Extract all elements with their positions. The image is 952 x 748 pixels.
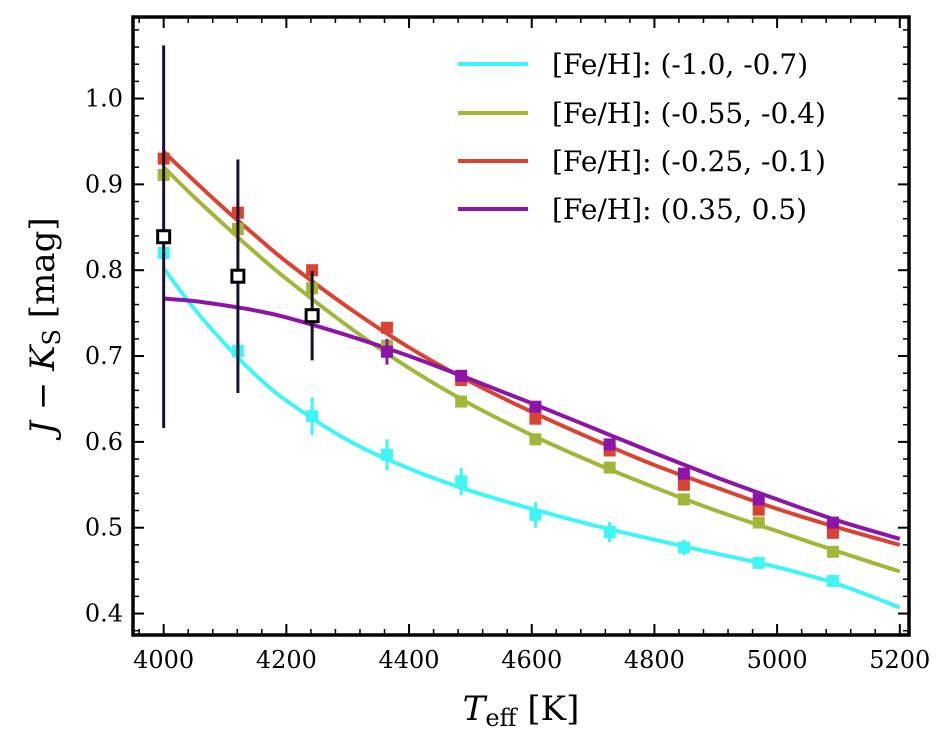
data-point-series-1 bbox=[455, 475, 468, 488]
y-axis-label: J − KS [mag] bbox=[23, 217, 66, 440]
x-tick-label: 5000 bbox=[747, 646, 808, 674]
data-point-series-2 bbox=[529, 433, 542, 446]
y-tick-label: 0.8 bbox=[85, 256, 123, 284]
data-point-observed bbox=[304, 308, 320, 324]
data-point-series-3 bbox=[826, 526, 839, 539]
y-tick-label: 0.5 bbox=[85, 514, 123, 542]
data-point-series-1 bbox=[380, 448, 393, 461]
data-point-series-1 bbox=[752, 556, 765, 569]
data-point-series-4 bbox=[752, 493, 765, 506]
data-point-series-2 bbox=[603, 461, 616, 474]
data-point-series-4 bbox=[603, 438, 616, 451]
y-tick-label: 0.6 bbox=[85, 428, 123, 456]
y-tick-label: 1.0 bbox=[85, 85, 123, 113]
x-tick-label: 4400 bbox=[379, 646, 440, 674]
x-tick-label: 4600 bbox=[501, 646, 562, 674]
data-point-series-4 bbox=[380, 345, 393, 358]
x-tick-label: 4800 bbox=[624, 646, 685, 674]
data-point-series-4 bbox=[826, 516, 839, 529]
legend: [Fe/H]: (-1.0, -0.7) [Fe/H]: (-0.55, -0.… bbox=[458, 48, 826, 226]
data-point-observed bbox=[156, 229, 172, 245]
y-tick-label: 0.9 bbox=[85, 170, 123, 198]
data-point-series-4 bbox=[455, 369, 468, 382]
data-point-series-3 bbox=[306, 264, 319, 277]
data-point-series-1 bbox=[677, 541, 690, 554]
plot-frame bbox=[131, 15, 911, 637]
data-point-series-3 bbox=[677, 478, 690, 491]
data-point-series-1 bbox=[826, 574, 839, 587]
data-point-series-2 bbox=[677, 493, 690, 506]
data-point-series-2 bbox=[826, 545, 839, 558]
data-point-series-4 bbox=[677, 467, 690, 480]
data-point-observed bbox=[230, 268, 246, 284]
data-point-series-3 bbox=[752, 503, 765, 516]
ticks-layer: 4000 4200 4400 4600 4800 5000 5200 0.4 0.5 0.6 0.7… bbox=[85, 17, 930, 674]
x-tick-label: 4200 bbox=[256, 646, 317, 674]
legend-label-3: [Fe/H]: (-0.25, -0.1) bbox=[552, 145, 826, 178]
legend-label-1: [Fe/H]: (-1.0, -0.7) bbox=[552, 48, 808, 81]
points-layer bbox=[156, 45, 839, 587]
data-point-series-1 bbox=[603, 526, 616, 538]
data-point-series-1 bbox=[306, 410, 319, 423]
x-tick-label: 4000 bbox=[133, 646, 194, 674]
x-tick-label: 5200 bbox=[869, 646, 930, 674]
data-point-series-2 bbox=[752, 516, 765, 529]
legend-label-4: [Fe/H]: (0.35, 0.5) bbox=[552, 193, 807, 226]
legend-label-2: [Fe/H]: (-0.55, -0.4) bbox=[552, 97, 826, 130]
data-point-series-3 bbox=[380, 321, 393, 334]
x-axis-label: Teff [K] bbox=[463, 689, 580, 732]
data-point-series-2 bbox=[455, 395, 468, 408]
y-tick-label: 0.4 bbox=[85, 600, 123, 628]
data-point-series-1 bbox=[529, 508, 542, 521]
data-point-series-3 bbox=[529, 412, 542, 425]
y-tick-label: 0.7 bbox=[85, 342, 123, 370]
data-point-series-4 bbox=[529, 400, 542, 413]
